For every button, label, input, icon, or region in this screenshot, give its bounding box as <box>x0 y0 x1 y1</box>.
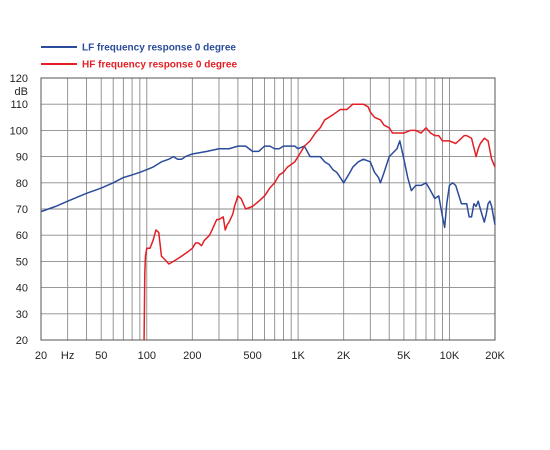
chart-grid <box>40 77 496 341</box>
hf-response-line <box>143 103 496 341</box>
y-unit-label: dB <box>15 86 28 98</box>
x-tick-label: 1K <box>291 350 305 362</box>
x-tick-label: 20 <box>35 350 47 362</box>
x-tick-label: 5K <box>397 350 411 362</box>
x-tick-label: 100 <box>138 350 156 362</box>
y-tick-label: 60 <box>16 230 28 242</box>
x-tick-label: 50 <box>95 350 107 362</box>
y-tick-label: 120 <box>10 73 28 85</box>
plot-frame <box>40 77 496 341</box>
x-unit-label: Hz <box>61 350 74 362</box>
y-tick-label: 50 <box>16 256 28 268</box>
x-tick-label: 2K <box>337 350 351 362</box>
y-tick-label: 80 <box>16 178 28 190</box>
x-tick-label: 10K <box>440 350 460 362</box>
y-tick-label: 70 <box>16 204 28 216</box>
x-tick-label: 200 <box>183 350 201 362</box>
y-tick-label: 110 <box>10 99 28 111</box>
y-tick-label: 100 <box>10 125 28 137</box>
x-tick-label: 20K <box>485 350 505 362</box>
y-tick-label: 90 <box>16 152 28 164</box>
y-tick-label: 40 <box>16 283 28 295</box>
x-tick-label: 500 <box>243 350 261 362</box>
y-tick-label: 20 <box>16 335 28 347</box>
legend-label: LF frequency response 0 degree <box>82 43 236 54</box>
chart-legend: LF frequency response 0 degree HF frequen… <box>41 43 237 71</box>
chart-series-layer <box>40 103 496 341</box>
lf-response-line <box>40 140 496 229</box>
y-tick-label: 30 <box>16 309 28 321</box>
legend-label: HF frequency response 0 degree <box>82 60 237 71</box>
